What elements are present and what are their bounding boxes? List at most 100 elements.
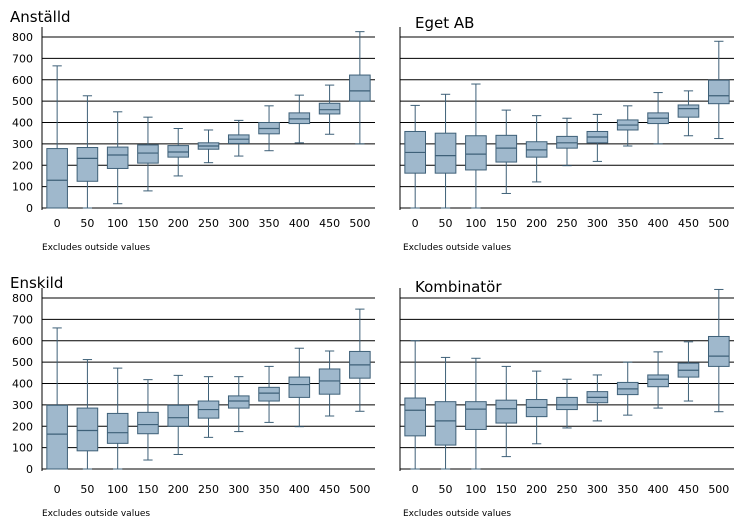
box-300	[586, 113, 609, 162]
box-200	[525, 370, 548, 445]
box-50	[76, 95, 99, 209]
y-tick-label: 800	[12, 31, 33, 44]
box-100	[106, 367, 129, 470]
x-tick-label: 350	[259, 483, 280, 496]
box-500	[349, 308, 371, 412]
x-tick-label: 250	[198, 483, 219, 496]
y-tick-label: 600	[12, 335, 33, 348]
box-0	[404, 340, 427, 470]
box-iqr	[434, 132, 457, 174]
y-tick-label: 0	[26, 463, 33, 476]
box-150	[495, 365, 518, 458]
box-150	[137, 379, 159, 461]
y-tick-label: 100	[12, 181, 33, 194]
box-350	[258, 365, 280, 423]
x-tick-label: 300	[587, 217, 608, 230]
y-tick-label: 600	[12, 74, 33, 87]
y-tick-label: 700	[12, 52, 33, 65]
x-tick-label: 500	[708, 217, 729, 230]
y-tick-label: 200	[12, 420, 33, 433]
panel-note: Excludes outside values	[42, 509, 150, 519]
panel-title: Anställd	[10, 8, 71, 26]
y-tick-label: 400	[12, 378, 33, 391]
box-iqr	[349, 74, 371, 102]
x-tick-label: 250	[557, 483, 578, 496]
box-400	[647, 92, 669, 145]
x-tick-label: 200	[168, 217, 189, 230]
x-tick-label: 50	[439, 483, 453, 496]
box-350	[616, 105, 639, 147]
box-250	[556, 117, 578, 167]
x-tick-label: 250	[198, 217, 219, 230]
x-tick-label: 350	[617, 483, 638, 496]
y-tick-label: 200	[12, 159, 33, 172]
box-400	[288, 347, 311, 428]
x-tick-label: 200	[168, 483, 189, 496]
box-450	[318, 350, 341, 417]
box-iqr	[137, 144, 159, 164]
x-tick-label: 500	[708, 483, 729, 496]
box-iqr	[404, 397, 427, 437]
y-tick-label: 300	[12, 138, 33, 151]
x-tick-label: 400	[289, 217, 310, 230]
box-iqr	[556, 396, 578, 411]
box-iqr	[46, 148, 68, 209]
box-450	[677, 90, 700, 137]
box-iqr	[434, 401, 457, 446]
box-300	[227, 119, 250, 157]
box-50	[76, 359, 99, 470]
box-250	[197, 129, 220, 164]
box-300	[586, 374, 609, 422]
panel-title: Kombinatör	[415, 278, 502, 296]
x-tick-label: 0	[412, 483, 419, 496]
x-tick-label: 150	[496, 483, 517, 496]
box-iqr	[76, 407, 99, 452]
x-tick-label: 100	[107, 217, 128, 230]
box-100	[465, 357, 487, 470]
x-tick-label: 300	[587, 483, 608, 496]
box-iqr	[647, 374, 669, 388]
box-iqr	[227, 395, 250, 409]
x-tick-label: 100	[465, 217, 486, 230]
box-iqr	[106, 146, 129, 169]
panel-eget-ab: Eget AB Excludes outside values 0 50 100 15…	[399, 14, 734, 253]
y-tick-label: 500	[12, 356, 33, 369]
x-tick-label: 350	[259, 217, 280, 230]
box-400	[647, 351, 669, 409]
x-tick-label: 450	[678, 483, 699, 496]
box-iqr	[525, 399, 548, 418]
x-tick-label: 450	[319, 217, 340, 230]
box-iqr	[288, 376, 311, 398]
box-iqr	[707, 335, 730, 367]
panel-note: Excludes outside values	[403, 509, 511, 519]
box-iqr	[137, 411, 159, 435]
x-tick-label: 100	[107, 483, 128, 496]
box-450	[677, 341, 700, 402]
box-350	[616, 361, 639, 416]
box-200	[525, 115, 548, 183]
box-iqr	[167, 145, 190, 158]
x-tick-label: 150	[137, 483, 158, 496]
box-200	[167, 374, 190, 455]
box-250	[197, 376, 220, 438]
box-iqr	[465, 401, 487, 430]
box-iqr	[677, 104, 700, 118]
x-tick-label: 350	[617, 217, 638, 230]
box-0	[404, 104, 427, 209]
box-iqr	[106, 412, 129, 444]
x-tick-label: 150	[137, 217, 158, 230]
panel-note: Excludes outside values	[42, 243, 150, 253]
x-tick-label: 250	[557, 217, 578, 230]
box-500	[707, 40, 730, 140]
x-tick-label: 300	[228, 217, 249, 230]
x-tick-label: 0	[54, 217, 61, 230]
box-iqr	[318, 102, 341, 115]
box-iqr	[258, 386, 280, 402]
x-tick-label: 400	[289, 483, 310, 496]
x-tick-label: 150	[496, 217, 517, 230]
x-tick-label: 300	[228, 483, 249, 496]
y-tick-label: 100	[12, 442, 33, 455]
panel-note: Excludes outside values	[403, 243, 511, 253]
box-iqr	[707, 79, 730, 105]
